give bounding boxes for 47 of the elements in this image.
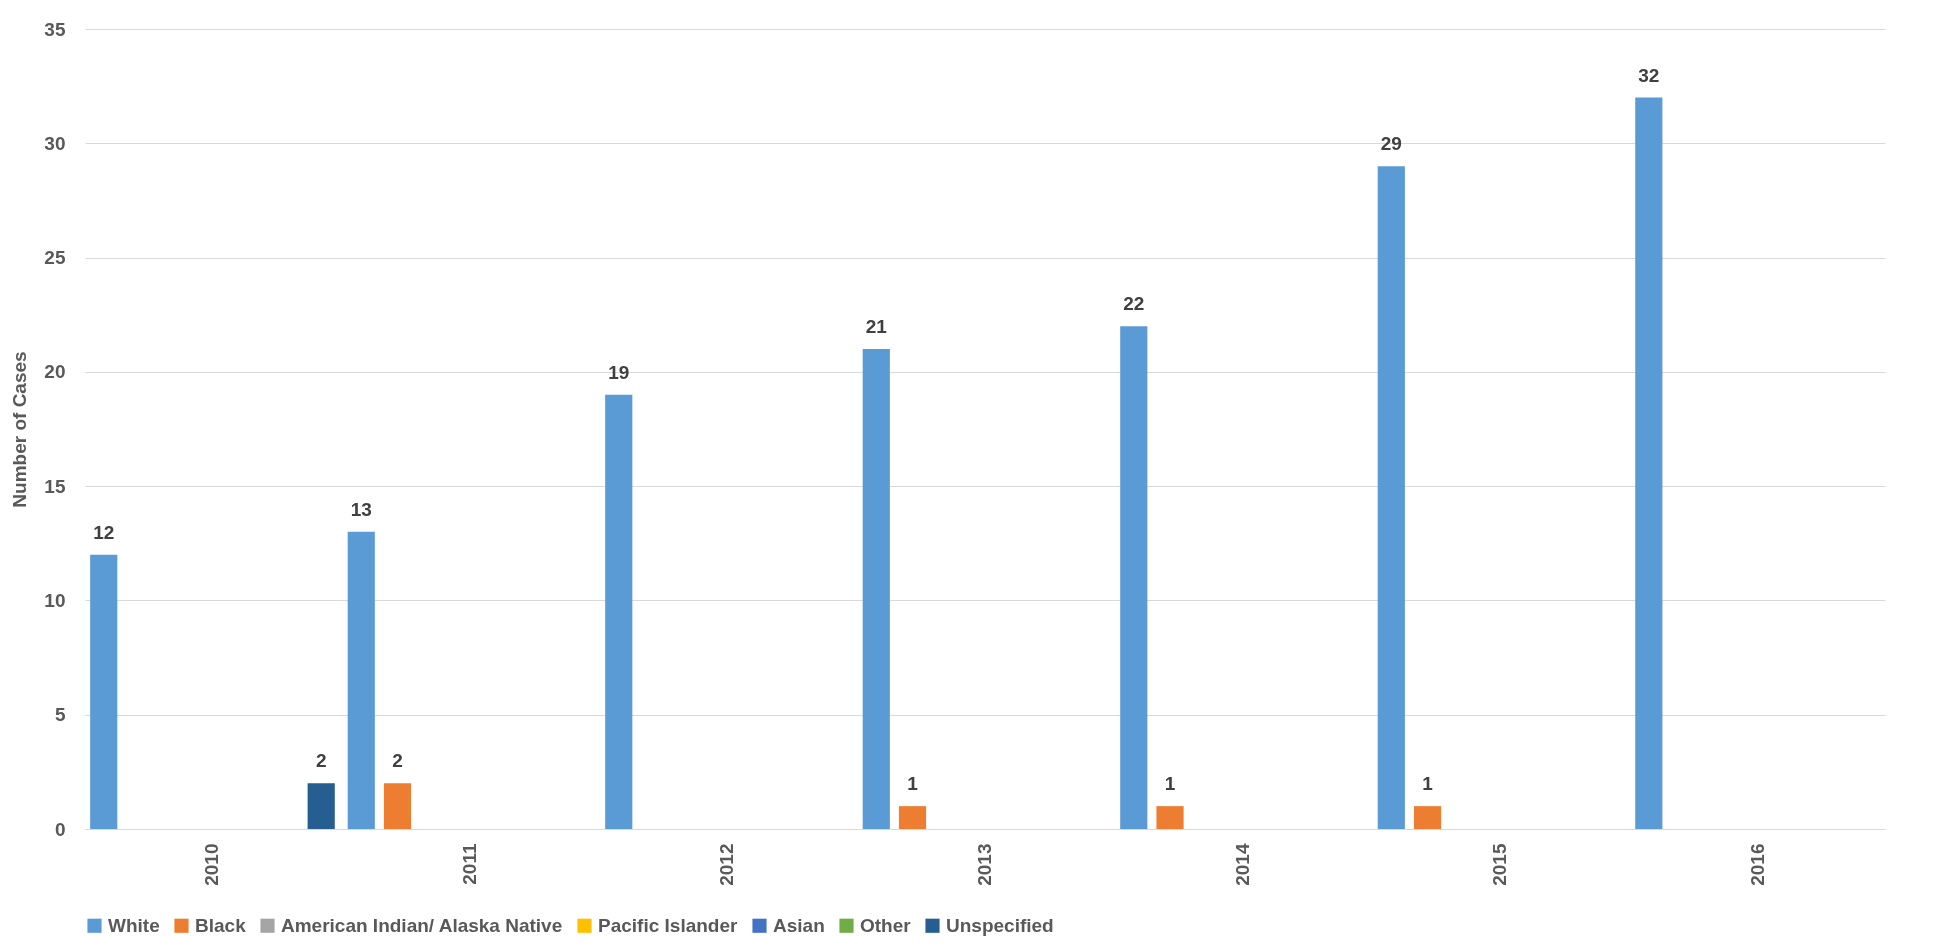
x-tick-label: 2013 [974, 843, 995, 886]
x-tick-label: 2010 [201, 843, 223, 886]
data-label: 22 [1123, 293, 1145, 315]
x-tick-label: 2015 [1489, 843, 1511, 886]
data-label: 1 [1422, 773, 1434, 795]
bar [862, 349, 890, 829]
bar [383, 783, 412, 829]
legend-label: Other [860, 914, 912, 936]
y-tick-label: 35 [44, 18, 66, 40]
data-label: 1 [1164, 773, 1176, 795]
bar [1413, 806, 1442, 829]
legend-label: Asian [773, 914, 825, 936]
legend-label: White [108, 914, 160, 936]
data-label: 1 [907, 773, 919, 795]
data-label: 21 [865, 316, 888, 337]
y-tick-label: 20 [44, 361, 66, 383]
legend-label: Pacific Islander [598, 914, 739, 936]
legend-label: Unspecified [946, 914, 1054, 936]
data-label: 29 [1380, 133, 1402, 155]
data-label: 2 [315, 750, 327, 772]
bar [347, 531, 375, 829]
data-label: 12 [93, 521, 115, 543]
bar [1120, 326, 1148, 829]
bar [307, 783, 335, 829]
legend-label: Black [195, 914, 247, 936]
bar [1377, 166, 1405, 829]
x-tick-label: 2016 [1746, 843, 1768, 886]
y-axis-title: Number of Cases [9, 351, 31, 508]
legend-label: American Indian/ Alaska Native [281, 914, 563, 936]
data-label: 19 [608, 361, 630, 383]
y-tick-label: 5 [54, 704, 66, 726]
data-label: 32 [1638, 64, 1660, 86]
x-tick-label: 2014 [1231, 843, 1253, 886]
bar [1156, 806, 1184, 829]
y-tick-label: 25 [44, 247, 66, 269]
y-tick-label: 15 [44, 475, 66, 497]
bar [1635, 97, 1663, 829]
bar [605, 394, 633, 829]
y-tick-label: 30 [44, 132, 66, 154]
bar [90, 554, 118, 829]
x-tick-label: 2012 [716, 843, 738, 886]
x-tick-label: 2011 [458, 843, 480, 885]
y-tick-label: 10 [44, 589, 66, 611]
y-tick-label: 0 [54, 818, 66, 840]
data-label: 13 [350, 498, 372, 520]
data-label: 2 [392, 750, 403, 772]
bar [898, 806, 927, 829]
